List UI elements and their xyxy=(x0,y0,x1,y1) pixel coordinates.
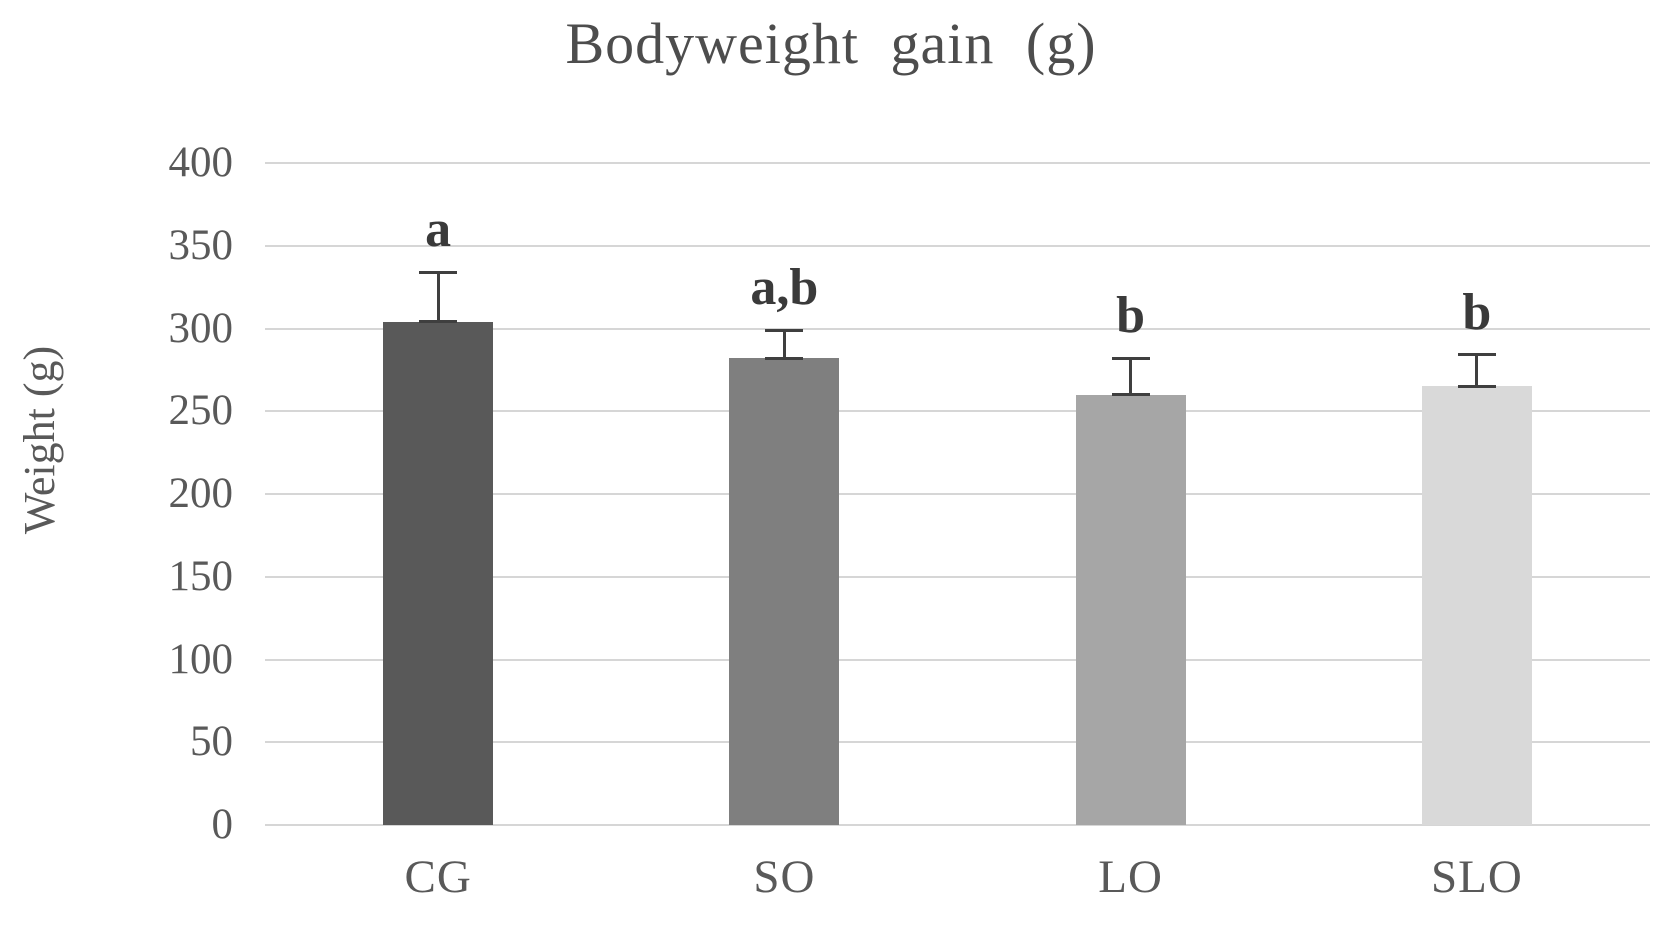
error-bar-cap-bottom-SLO xyxy=(1457,384,1496,388)
gridline-150 xyxy=(265,575,1650,578)
error-bar-line-SO xyxy=(782,330,786,359)
error-bar-cap-top-LO xyxy=(1111,356,1150,360)
error-bar-cap-bottom-CG xyxy=(419,320,458,324)
sig-label-CG: a xyxy=(425,201,452,259)
chart-title: Bodyweight gain (g) xyxy=(565,11,1097,76)
gridline-250 xyxy=(265,410,1650,413)
y-tick-label-300: 300 xyxy=(168,304,234,352)
bar-SO xyxy=(729,358,840,825)
gridline-100 xyxy=(265,658,1650,661)
y-tick-label-50: 50 xyxy=(190,718,233,766)
error-bar-line-LO xyxy=(1129,358,1133,395)
gridline-200 xyxy=(265,493,1650,495)
y-tick-label-0: 0 xyxy=(211,801,234,848)
y-tick-label-100: 100 xyxy=(168,635,234,683)
error-bar-cap-top-SO xyxy=(765,328,804,332)
bar-SLO xyxy=(1421,386,1532,825)
y-tick-label-200: 200 xyxy=(168,470,234,517)
gridline-300 xyxy=(265,327,1650,330)
y-tick-label-400: 400 xyxy=(168,139,234,186)
bar-LO xyxy=(1075,394,1186,825)
x-tick-label-SLO: SLO xyxy=(1430,851,1523,903)
x-tick-label-CG: CG xyxy=(404,851,472,903)
error-bar-line-SLO xyxy=(1475,354,1479,387)
sig-label-LO: b xyxy=(1116,287,1146,345)
gridline-350 xyxy=(265,244,1650,247)
gridline-400 xyxy=(265,162,1650,164)
y-tick-label-250: 250 xyxy=(168,387,234,435)
error-bar-cap-bottom-SO xyxy=(765,356,804,360)
error-bar-cap-top-SLO xyxy=(1457,353,1496,357)
error-bar-cap-bottom-LO xyxy=(1111,393,1150,397)
y-tick-label-350: 350 xyxy=(168,221,234,269)
gridline-0 xyxy=(265,824,1650,826)
sig-label-SLO: b xyxy=(1462,283,1492,341)
x-tick-label-LO: LO xyxy=(1098,851,1163,903)
gridline-50 xyxy=(265,741,1650,744)
sig-label-SO: a,b xyxy=(750,259,819,317)
bar-CG xyxy=(383,321,494,825)
error-bar-line-CG xyxy=(436,272,440,322)
y-tick-label-150: 150 xyxy=(168,552,234,600)
x-tick-label-SO: SO xyxy=(753,851,816,903)
error-bar-cap-top-CG xyxy=(419,270,458,274)
